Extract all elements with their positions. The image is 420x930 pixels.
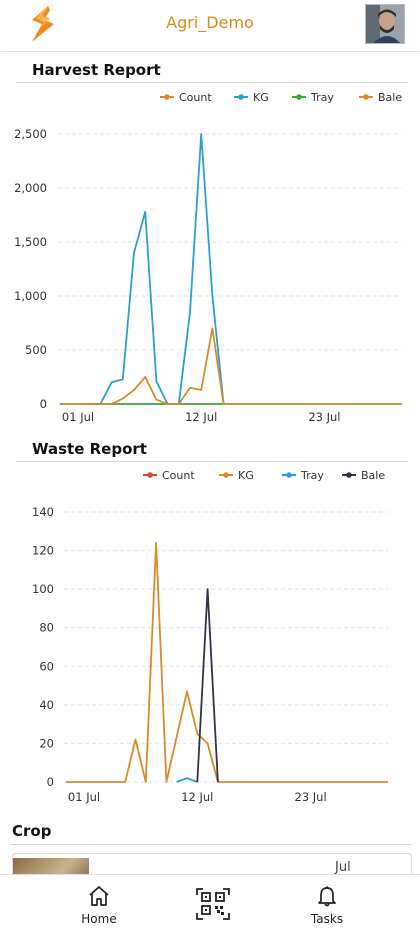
harvest-x-tick: 01 Jul	[62, 410, 94, 424]
bell-icon	[318, 886, 336, 907]
waste-legend-bale[interactable]: Bale	[342, 469, 385, 482]
harvest-y-tick: 0	[40, 397, 47, 411]
waste-y-tick: 120	[32, 544, 54, 558]
harvest-legend-label: Tray	[310, 91, 334, 104]
app-logo-icon[interactable]	[26, 4, 56, 44]
nav-home[interactable]: Home	[64, 885, 134, 926]
harvest-y-tick: 1,500	[14, 235, 47, 249]
waste-x-tick: 23 Jul	[295, 790, 327, 804]
harvest-y-tick: 2,000	[14, 181, 47, 195]
harvest-chart: Count KG Tray Bale 0 500 1,000 1,500 2,000 2,500 0…	[14, 91, 402, 424]
nav-tasks-label: Tasks	[310, 912, 344, 926]
bottom-nav: Home Tasks	[0, 874, 420, 930]
harvest-x-tick: 23 Jul	[308, 410, 340, 424]
harvest-legend-tray[interactable]: Tray	[292, 91, 334, 104]
home-icon	[89, 886, 109, 906]
harvest-legend-count[interactable]: Count	[160, 91, 212, 104]
nav-home-label: Home	[81, 912, 117, 926]
harvest-legend-label: Count	[179, 91, 212, 104]
waste-y-tick: 60	[39, 659, 54, 673]
waste-y-tick: 20	[39, 736, 54, 750]
waste-series-bale	[196, 588, 219, 783]
harvest-legend-kg[interactable]: KG	[234, 91, 269, 104]
harvest-y-tick: 500	[25, 343, 47, 357]
crop-section-title: Crop	[12, 822, 52, 840]
waste-chart: Count KG Tray Bale 0 20 40 60 80 100 120 140 01 Jul 1…	[32, 469, 388, 804]
waste-y-tick: 100	[32, 582, 54, 596]
waste-x-tick: 01 Jul	[68, 790, 100, 804]
waste-series-tray	[176, 777, 198, 783]
app-header: Agri_Demo	[0, 0, 420, 52]
harvest-report-title: Harvest Report	[32, 61, 161, 79]
waste-legend-label: Bale	[361, 469, 385, 482]
nav-tasks[interactable]: Tasks	[292, 885, 362, 926]
crop-divider	[10, 844, 412, 845]
harvest-series-bale	[60, 327, 402, 405]
qr-code-icon	[196, 888, 230, 920]
waste-report-title: Waste Report	[32, 440, 147, 458]
nav-qr-scanner[interactable]	[178, 887, 248, 925]
waste-legend-label: Tray	[300, 469, 324, 482]
harvest-x-tick: 12 Jul	[185, 410, 217, 424]
waste-y-tick: 0	[47, 775, 54, 789]
harvest-y-tick: 2,500	[14, 127, 47, 141]
waste-legend-count[interactable]: Count	[143, 469, 195, 482]
waste-y-tick: 140	[32, 505, 54, 519]
harvest-legend-bale[interactable]: Bale	[359, 91, 402, 104]
harvest-legend-label: Bale	[378, 91, 402, 104]
harvest-series-kg	[60, 133, 402, 405]
waste-legend-label: KG	[238, 469, 254, 482]
waste-legend-label: Count	[162, 469, 195, 482]
app-title: Agri_Demo	[166, 13, 254, 32]
waste-x-tick: 12 Jul	[181, 790, 213, 804]
waste-legend-kg[interactable]: KG	[219, 469, 254, 482]
avatar[interactable]	[365, 4, 405, 44]
harvest-y-tick: 1,000	[14, 289, 47, 303]
waste-y-tick: 40	[39, 698, 54, 712]
harvest-divider	[16, 82, 408, 83]
waste-y-tick: 80	[39, 621, 54, 635]
waste-series-kg	[66, 542, 388, 783]
harvest-legend-label: KG	[253, 91, 269, 104]
waste-legend-tray[interactable]: Tray	[282, 469, 324, 482]
crop-date: Jul	[335, 860, 351, 875]
waste-divider	[16, 461, 408, 462]
